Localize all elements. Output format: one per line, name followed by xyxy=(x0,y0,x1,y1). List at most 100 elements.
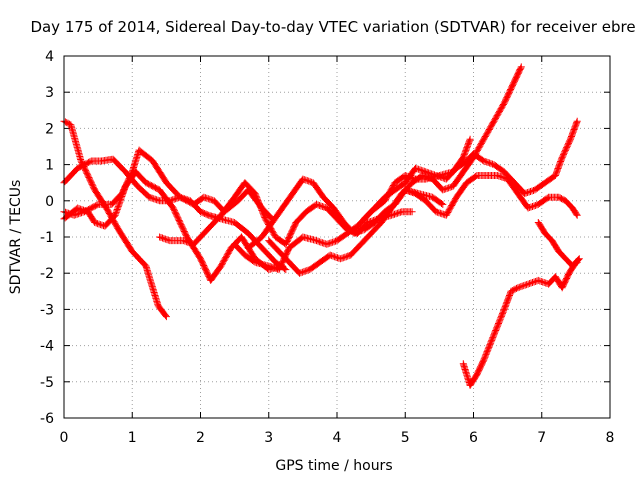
data-point xyxy=(383,196,386,198)
data-point xyxy=(131,250,134,253)
data-point xyxy=(424,200,427,202)
series-arc-9 xyxy=(360,117,581,223)
data-point xyxy=(145,265,147,267)
data-point xyxy=(329,254,331,256)
data-point xyxy=(179,196,181,198)
data-point xyxy=(578,257,581,260)
data-point xyxy=(517,286,519,289)
data-point xyxy=(431,178,434,180)
data-point xyxy=(544,181,546,184)
data-point xyxy=(547,283,550,285)
data-point xyxy=(213,200,215,202)
y-tick-label: 2 xyxy=(45,121,54,137)
data-point xyxy=(554,174,557,177)
data-point xyxy=(349,254,352,256)
data-point xyxy=(476,174,478,177)
data-point xyxy=(435,174,437,177)
data-point xyxy=(112,158,114,160)
series-arc-10 xyxy=(401,172,581,219)
data-point xyxy=(537,203,540,206)
data-point xyxy=(414,192,417,195)
data-point xyxy=(110,203,113,206)
data-point xyxy=(254,192,256,195)
y-tick-label: -3 xyxy=(40,302,54,318)
data-point xyxy=(325,207,328,209)
series-arc-12 xyxy=(534,219,581,270)
data-point xyxy=(93,221,96,224)
data-point xyxy=(547,196,550,198)
data-point xyxy=(182,239,185,242)
data-point xyxy=(93,189,96,191)
y-tick-label: -4 xyxy=(40,339,54,355)
data-point xyxy=(373,221,376,224)
data-point xyxy=(576,120,579,122)
y-tick-label: -2 xyxy=(40,266,54,282)
x-tick-label: 3 xyxy=(264,430,273,446)
data-point xyxy=(298,272,301,275)
data-point xyxy=(157,304,159,307)
data-point xyxy=(206,228,209,231)
data-point xyxy=(576,261,579,264)
data-point xyxy=(312,181,314,184)
data-point xyxy=(244,254,246,256)
data-point xyxy=(138,149,140,151)
data-point xyxy=(482,138,485,141)
data-point xyxy=(503,171,506,173)
data-point xyxy=(295,221,297,224)
data-point xyxy=(493,333,495,336)
data-point xyxy=(390,214,393,217)
data-point xyxy=(274,261,277,264)
data-point xyxy=(360,243,362,246)
data-point xyxy=(70,123,72,126)
data-point xyxy=(80,160,82,162)
data-point xyxy=(465,160,468,162)
y-tick-label: 1 xyxy=(45,158,54,174)
data-point xyxy=(469,138,471,141)
data-point xyxy=(247,232,250,235)
data-point xyxy=(336,239,338,242)
data-point xyxy=(325,243,328,246)
data-point xyxy=(186,236,188,238)
data-point xyxy=(278,268,280,271)
data-point xyxy=(452,185,454,188)
x-tick-label: 2 xyxy=(196,430,205,446)
data-point xyxy=(564,257,567,260)
data-point xyxy=(76,167,79,170)
data-point xyxy=(339,257,342,260)
data-point xyxy=(322,196,325,198)
plot-frame xyxy=(63,55,611,419)
data-point xyxy=(424,171,427,173)
data-point xyxy=(503,102,506,104)
data-point xyxy=(390,207,393,209)
data-point xyxy=(431,196,434,198)
x-tick-label: 0 xyxy=(60,430,69,446)
data-point xyxy=(537,221,540,224)
data-point xyxy=(199,210,202,213)
data-point xyxy=(554,276,557,278)
data-point xyxy=(537,279,540,282)
data-point xyxy=(288,247,291,249)
data-point xyxy=(469,384,471,387)
data-point xyxy=(261,247,263,249)
data-point xyxy=(482,160,485,162)
data-point xyxy=(551,239,553,242)
y-tick-label: -6 xyxy=(40,411,54,427)
data-point xyxy=(513,181,516,184)
y-tick-label: 3 xyxy=(45,85,54,101)
data-point xyxy=(401,192,403,195)
x-tick-label: 8 xyxy=(606,430,615,446)
data-point xyxy=(493,163,495,166)
data-point xyxy=(288,261,291,264)
data-point xyxy=(476,373,478,376)
data-point xyxy=(411,181,413,184)
data-point xyxy=(561,286,564,289)
data-point xyxy=(404,189,407,191)
data-point xyxy=(465,181,468,184)
data-point xyxy=(527,207,529,209)
data-point xyxy=(244,181,246,184)
data-point xyxy=(158,200,161,202)
data-point xyxy=(165,315,168,318)
data-point xyxy=(291,192,294,195)
data-point xyxy=(576,214,579,217)
